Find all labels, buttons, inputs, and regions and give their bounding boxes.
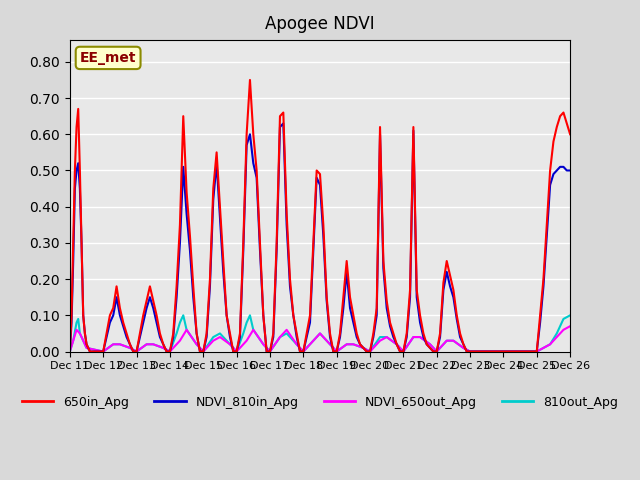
Legend: 650in_Apg, NDVI_810in_Apg, NDVI_650out_Apg, 810out_Apg: 650in_Apg, NDVI_810in_Apg, NDVI_650out_A…	[17, 391, 623, 414]
Title: Apogee NDVI: Apogee NDVI	[265, 15, 375, 33]
Text: EE_met: EE_met	[80, 51, 136, 65]
